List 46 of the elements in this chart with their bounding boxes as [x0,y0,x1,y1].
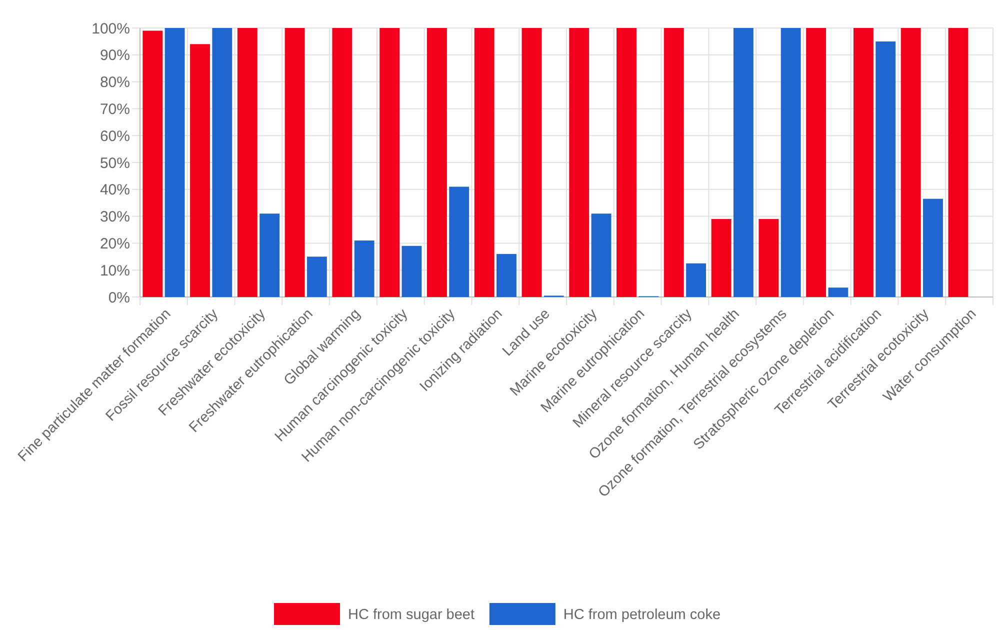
y-tick-label: 100% [92,20,130,38]
y-tick-label: 70% [100,100,130,118]
bar [354,240,374,297]
bar [190,44,210,297]
bar [260,214,280,297]
y-tick-label: 0% [108,289,130,306]
bar [426,28,447,297]
legend-label: HC from sugar beet [348,607,475,624]
bar [780,28,801,297]
bar [758,218,779,297]
bar [733,28,754,297]
y-tick-label: 80% [100,74,130,92]
y-tick-label: 10% [100,262,130,280]
bar [237,28,258,297]
bar [900,28,921,297]
bar [828,288,848,297]
y-tick-label: 90% [100,47,130,64]
bar [164,28,185,297]
y-tick-label: 50% [100,154,130,172]
y-tick-label: 60% [100,128,130,145]
bar [853,28,874,297]
bar [496,254,516,297]
bar [948,28,968,297]
bar [522,28,542,297]
bar [616,28,636,297]
bar [806,28,826,297]
bar [142,30,163,297]
y-tick-label: 40% [100,182,130,199]
bar [711,218,732,297]
bar [686,263,706,297]
bar [306,256,327,297]
bar [591,214,612,297]
legend-label: HC from petroleum coke [563,607,721,624]
y-tick-label: 20% [100,235,130,252]
bar [402,246,422,297]
bar [569,28,590,297]
bar [212,28,232,297]
bar [664,28,684,297]
bar [284,28,305,297]
bar [332,28,352,297]
bar [923,198,943,297]
bar [449,186,470,297]
bar [474,28,494,297]
y-tick-label: 30% [100,208,130,226]
bar [380,28,400,297]
bar [876,41,896,297]
